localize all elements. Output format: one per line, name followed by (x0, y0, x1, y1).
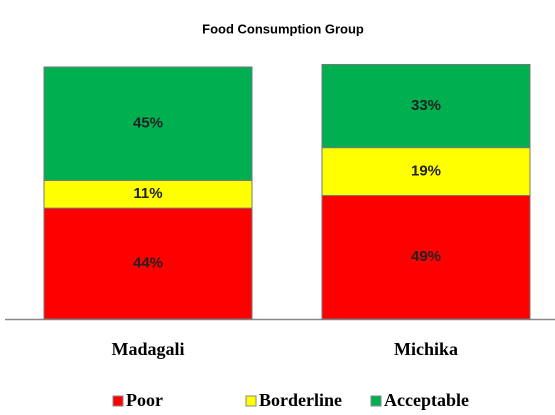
legend-swatch (112, 395, 124, 407)
legend-label: Acceptable (384, 390, 469, 410)
x-tick-label: Michika (394, 339, 458, 359)
x-tick-label: Madagali (111, 339, 184, 359)
legend-label: Poor (126, 390, 163, 410)
bar-segment (321, 63, 531, 149)
legend-label: Borderline (259, 390, 342, 410)
data-label: 49% (411, 248, 441, 265)
bar-segment (321, 147, 531, 197)
data-label: 11% (133, 185, 162, 202)
legend-swatch (370, 395, 382, 407)
bar-segment (321, 195, 531, 320)
bar-segment (43, 179, 253, 209)
bar-segment (43, 66, 253, 181)
bar-segment (43, 207, 253, 320)
data-label: 45% (133, 115, 163, 132)
legend-swatch (245, 395, 257, 407)
data-label: 33% (411, 97, 441, 114)
data-label: 19% (411, 163, 441, 180)
chart-title: Food Consumption Group (202, 21, 364, 36)
data-label: 44% (133, 255, 163, 272)
